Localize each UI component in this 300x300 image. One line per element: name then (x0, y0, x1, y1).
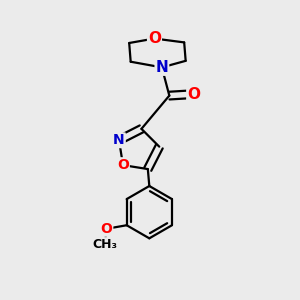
Text: O: O (117, 158, 129, 172)
Text: CH₃: CH₃ (92, 238, 118, 251)
Text: N: N (155, 60, 168, 75)
Text: O: O (187, 87, 200, 102)
Text: O: O (148, 31, 161, 46)
Text: O: O (100, 222, 112, 236)
Text: N: N (113, 133, 125, 147)
